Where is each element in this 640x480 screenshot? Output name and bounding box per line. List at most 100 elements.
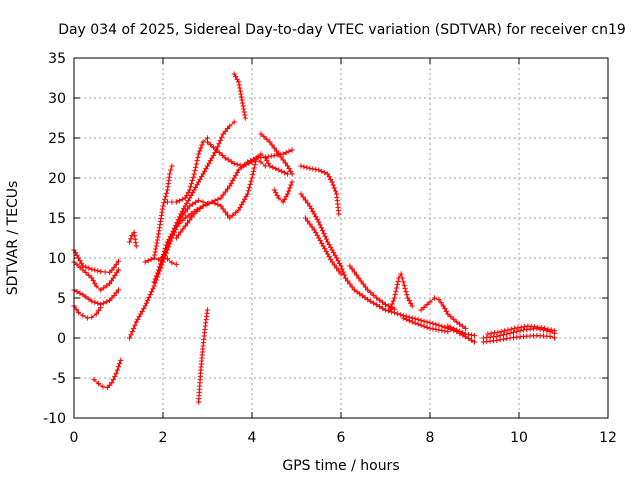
data-point (142, 259, 148, 265)
interp-marker (279, 168, 285, 174)
interp-marker (147, 291, 153, 298)
data-point (329, 259, 335, 265)
interp-marker (460, 323, 466, 329)
data-point (365, 297, 371, 303)
data-point (427, 325, 433, 331)
interp-marker (190, 174, 196, 180)
interp-marker (424, 324, 430, 330)
interp-marker (548, 327, 554, 333)
interp-marker (265, 160, 271, 166)
data-point (498, 329, 504, 335)
interp-marker (448, 324, 454, 330)
data-point (427, 299, 433, 305)
interp-marker (325, 251, 331, 257)
interp-marker (460, 330, 466, 336)
interp-marker (181, 206, 187, 212)
interp-marker (316, 235, 322, 241)
data-point (133, 319, 139, 325)
data-point (436, 297, 442, 303)
interp-marker (433, 321, 439, 327)
series-arc-n (196, 307, 211, 405)
interp-marker (233, 74, 239, 80)
interp-marker (395, 278, 401, 284)
interp-marker (430, 326, 436, 332)
data-point (333, 255, 340, 261)
interp-marker (198, 174, 205, 180)
interp-marker (117, 361, 123, 367)
data-point (169, 260, 175, 266)
interp-marker (250, 172, 256, 178)
interp-marker (341, 272, 347, 278)
data-point (387, 307, 393, 313)
interp-marker (353, 272, 360, 278)
data-point (133, 243, 139, 249)
interp-marker (301, 164, 307, 170)
data-point (182, 195, 188, 201)
interp-marker (92, 267, 98, 273)
data-point (418, 322, 424, 328)
data-point (258, 159, 264, 165)
interp-marker (379, 305, 386, 311)
interp-marker (112, 272, 118, 279)
interp-marker (222, 209, 228, 215)
interp-marker (176, 220, 182, 226)
interp-marker (401, 282, 407, 288)
interp-marker (230, 178, 236, 184)
interp-marker (393, 288, 399, 294)
data-point (93, 311, 99, 317)
interp-marker (265, 154, 271, 160)
data-point (374, 295, 380, 301)
data-point (89, 275, 95, 281)
interp-marker (388, 304, 394, 310)
interp-marker (333, 265, 340, 271)
data-point (236, 207, 242, 213)
interp-marker (185, 198, 191, 204)
interp-marker (210, 144, 217, 150)
series-arc-d (71, 303, 104, 321)
data-point (200, 139, 206, 145)
data-point (164, 256, 171, 262)
interp-marker (518, 324, 524, 330)
interp-marker (238, 94, 245, 100)
interp-marker (113, 290, 119, 296)
interp-marker (220, 192, 226, 198)
series-trace (129, 199, 208, 339)
interp-marker (504, 331, 510, 337)
interp-marker (240, 199, 246, 205)
interp-marker (233, 172, 239, 178)
interp-marker (241, 106, 247, 112)
interp-marker (394, 282, 400, 288)
interp-marker (245, 188, 252, 194)
interp-marker (162, 197, 168, 203)
interp-marker (248, 178, 254, 184)
interp-marker (215, 196, 221, 202)
interp-marker (172, 226, 178, 232)
interp-marker (286, 166, 292, 172)
interp-marker (115, 364, 122, 370)
data-point (507, 330, 513, 336)
interp-marker (362, 284, 369, 290)
interp-marker (288, 182, 294, 188)
data-point (231, 71, 237, 77)
data-point (382, 307, 389, 313)
interp-marker (184, 220, 191, 226)
interp-marker (209, 155, 215, 161)
data-point (285, 163, 291, 169)
interp-marker (323, 248, 329, 254)
interp-marker (184, 200, 190, 206)
data-point (182, 215, 188, 221)
interp-marker (104, 299, 110, 305)
series-trace (300, 165, 340, 215)
data-point (267, 139, 273, 145)
interp-marker (504, 336, 510, 342)
series-arc-v (347, 263, 397, 312)
interp-marker (332, 188, 339, 194)
x-tick-label: 8 (426, 430, 435, 446)
interp-marker (318, 225, 324, 231)
data-point (325, 171, 331, 177)
interp-marker (191, 187, 197, 193)
data-point (155, 267, 162, 273)
interp-marker (314, 232, 320, 238)
interp-marker (358, 278, 364, 284)
interp-marker (203, 202, 209, 208)
